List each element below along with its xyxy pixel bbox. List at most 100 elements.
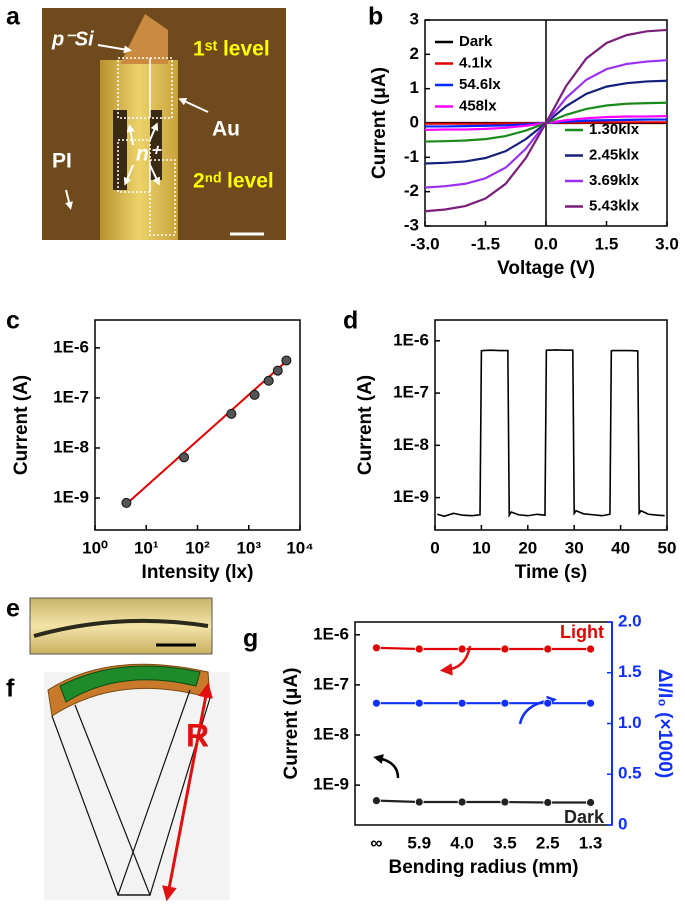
label-n-plus: n⁺	[136, 143, 162, 166]
x-tick-label: 50	[658, 538, 677, 557]
x-tick-label: 10⁰	[82, 538, 108, 557]
marker	[457, 698, 467, 708]
y-tick-label: 1E-6	[393, 330, 429, 349]
x-tick-label: 2.5	[536, 833, 560, 852]
x-tick-label: 10²	[185, 538, 210, 557]
x-tick-label: 20	[518, 538, 537, 557]
point	[249, 389, 260, 400]
marker	[414, 698, 424, 708]
y2-tick-label: 0	[618, 814, 627, 833]
series-line	[376, 646, 591, 651]
y-tick-label: 1	[410, 78, 419, 97]
y-tick-label: 1E-9	[53, 488, 89, 507]
x-tick-label: 10⁴	[286, 538, 313, 557]
point	[281, 355, 292, 366]
x-tick-label: 4.0	[450, 833, 474, 852]
panel-letter: d	[343, 307, 358, 335]
point	[179, 452, 190, 463]
y2-tick-label: 1.0	[618, 713, 642, 732]
marker	[500, 797, 510, 807]
panel-letter: f	[6, 675, 15, 703]
y-tick-label: -2	[404, 181, 419, 200]
micrograph	[42, 8, 286, 240]
panel-letter: b	[368, 3, 383, 31]
y2-axis-title: ΔI/I₀ (×1000)	[654, 669, 675, 778]
legend-label: 3.69klx	[589, 172, 640, 189]
marker	[543, 644, 553, 654]
marker	[500, 698, 510, 708]
label-second-level: 2ⁿᵈ level	[193, 170, 274, 193]
marker	[414, 644, 424, 654]
y-tick-label: 1E-8	[313, 724, 349, 743]
series-line	[437, 349, 665, 519]
y-tick-label: 1E-9	[313, 775, 349, 794]
panel-letter: e	[6, 595, 20, 623]
x-tick-label: -3.0	[410, 234, 439, 253]
point	[263, 375, 274, 386]
x-tick-label: 30	[565, 538, 584, 557]
marker	[457, 797, 467, 807]
legend-label: 54.6lx	[459, 76, 501, 93]
y-axis-title: Current (μA)	[369, 67, 390, 179]
y-tick-label: 3	[410, 9, 419, 28]
y-tick-label: 1E-6	[53, 337, 89, 356]
legend-label: 1.30klx	[589, 121, 640, 138]
legend-label: 458lx	[459, 97, 497, 114]
y2-tick-label: 1.5	[618, 662, 642, 681]
panel-letter: g	[243, 625, 258, 653]
x-tick-label: 10	[472, 538, 491, 557]
y-axis-title: Current (A)	[355, 375, 376, 475]
point	[272, 365, 283, 376]
plot-frame	[434, 319, 668, 531]
panel-letter: a	[6, 3, 21, 31]
y2-tick-label: 0.5	[618, 764, 642, 783]
y-tick-label: 1E-9	[393, 487, 429, 506]
x-tick-label: 10¹	[134, 538, 159, 557]
y-tick-label: 1E-6	[313, 624, 349, 643]
label-radius: R	[186, 717, 209, 753]
marker	[457, 644, 467, 654]
plot-frame	[354, 621, 613, 826]
bending-schematic	[44, 663, 230, 902]
x-tick-label: 0.0	[534, 234, 558, 253]
y-tick-label: 2	[410, 44, 419, 63]
x-axis-title: Intensity (lx)	[142, 562, 254, 583]
marker	[372, 796, 381, 806]
x-tick-label: 5.9	[407, 833, 431, 852]
y2-tick-label: 2.0	[618, 611, 642, 630]
x-tick-label: 40	[611, 538, 630, 557]
marker	[586, 798, 595, 807]
point	[226, 408, 237, 419]
series-line	[376, 799, 591, 804]
series-line	[424, 28, 668, 213]
x-axis-title: Voltage (V)	[497, 258, 595, 279]
marker	[543, 698, 553, 708]
y-axis-title: Current (A)	[11, 375, 32, 475]
marker	[586, 644, 595, 654]
point	[121, 497, 132, 508]
legend-label: Dark	[459, 33, 493, 50]
x-tick-label: 3.5	[493, 833, 517, 852]
marker	[543, 798, 553, 807]
y-tick-label: 0	[410, 112, 419, 131]
label-pi: PI	[52, 150, 72, 173]
marker	[372, 698, 381, 708]
y-tick-label: -1	[404, 147, 419, 166]
y-tick-label: 1E-7	[53, 387, 89, 406]
y-tick-label: -3	[404, 215, 419, 234]
x-tick-label: 1.3	[579, 833, 603, 852]
bent-photo	[29, 597, 213, 655]
label-au: Au	[212, 118, 240, 141]
fit-line	[125, 360, 288, 505]
x-tick-label: -1.5	[471, 234, 500, 253]
marker	[500, 644, 510, 654]
x-axis-title: Time (s)	[515, 562, 588, 583]
legend-label: 4.1lx	[459, 54, 493, 71]
marker	[586, 698, 595, 708]
legend-label: 2.45klx	[589, 146, 640, 163]
x-tick-label: 1.5	[595, 234, 619, 253]
x-tick-label: ∞	[370, 833, 382, 852]
marker	[372, 643, 381, 653]
x-tick-label: 10³	[236, 538, 261, 557]
